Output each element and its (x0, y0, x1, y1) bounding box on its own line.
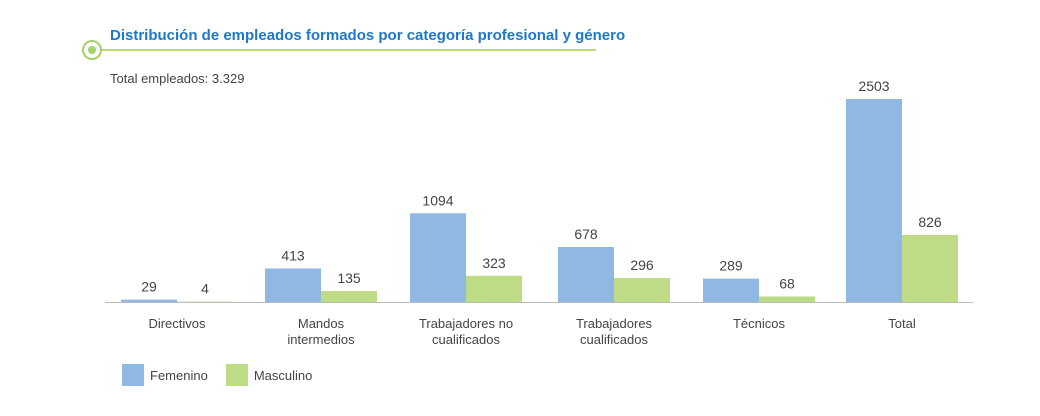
legend-swatch-masculino (225, 364, 248, 386)
circle-bullet-icon (82, 40, 102, 60)
data-label-masculino-0: 4 (201, 281, 209, 297)
bar-femenino-5 (846, 99, 902, 302)
category-label-3: Trabajadores cualificados (576, 316, 653, 347)
bar-masculino-1 (321, 291, 377, 302)
bar-femenino-0 (121, 299, 177, 302)
legend-label-masculino: Masculino (253, 367, 313, 383)
data-label-masculino-2: 323 (482, 255, 506, 271)
legend-item-femenino: Femenino (122, 364, 208, 386)
bar-femenino-3 (558, 247, 614, 302)
data-label-femenino-2: 1094 (422, 192, 453, 208)
category-label-4: Técnicos (733, 316, 786, 331)
legend-label-femenino: Femenino (150, 367, 208, 383)
chart-header: Distribución de empleados formados por c… (0, 0, 1040, 86)
data-label-masculino-4: 68 (779, 275, 795, 291)
category-label-5: Total (888, 316, 916, 331)
category-label-2: Trabajadores no cualificados (419, 316, 513, 347)
title-underline (92, 49, 596, 51)
bar-masculino-4 (759, 296, 815, 302)
data-label-masculino-1: 135 (337, 270, 361, 286)
bar-femenino-4 (703, 278, 759, 302)
bar-femenino-2 (410, 213, 466, 302)
data-label-femenino-3: 678 (574, 226, 598, 242)
data-label-masculino-3: 296 (630, 257, 654, 273)
chart-legend: Femenino Masculino (122, 364, 330, 386)
category-label-0: Directivos (148, 316, 206, 331)
data-label-femenino-4: 289 (719, 258, 743, 274)
legend-item-masculino: Masculino (225, 364, 313, 386)
bar-masculino-5 (902, 235, 958, 302)
bar-masculino-3 (614, 277, 670, 302)
bar-femenino-1 (265, 268, 321, 302)
category-label-1: Mandos intermedios (287, 316, 355, 347)
chart-title: Distribución de empleados formados por c… (110, 27, 626, 44)
data-label-femenino-0: 29 (141, 279, 157, 295)
data-label-femenino-1: 413 (281, 248, 305, 264)
legend-swatch-femenino (122, 364, 144, 386)
data-label-masculino-5: 826 (918, 214, 942, 230)
chart-subtitle: Total empleados: 3.329 (110, 71, 245, 86)
bar-masculino-2 (466, 275, 522, 302)
data-label-femenino-5: 2503 (858, 78, 889, 94)
